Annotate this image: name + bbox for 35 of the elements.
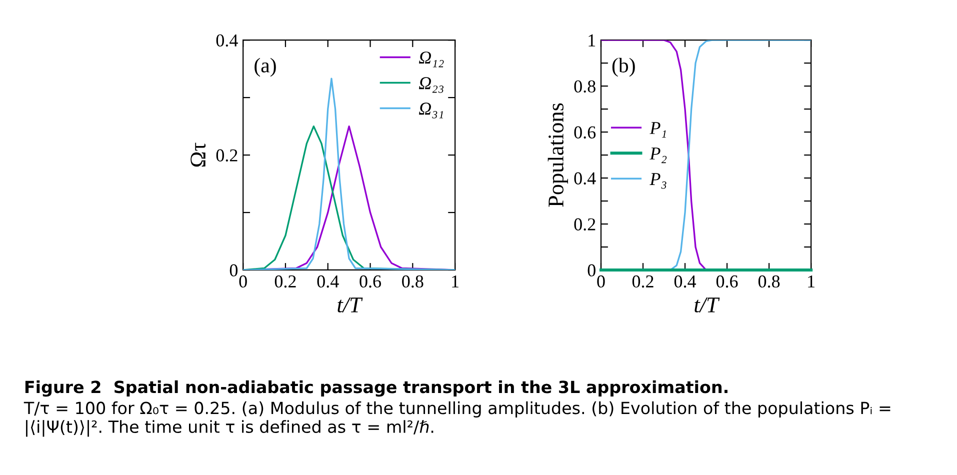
legend-label: P₂ [650, 148, 667, 164]
x-tick-label: 0.4 [674, 275, 696, 288]
x-tick-label: 0 [597, 275, 605, 288]
y-tick-label: 1 [588, 34, 596, 46]
annotation: (b) [612, 58, 635, 77]
x-tick-label: 0.6 [360, 275, 382, 288]
x-tick-label: 0.2 [274, 275, 296, 288]
y-tick-label: 0.6 [574, 126, 596, 139]
x-tick-label: 1 [808, 275, 814, 288]
x-tick-label: 0.6 [716, 275, 738, 288]
legend-label: Ω₃₁ [419, 102, 444, 118]
annotation: (a) [254, 58, 276, 77]
legend-label: P₁ [650, 122, 666, 138]
y-tick-label: 0.2 [216, 149, 238, 162]
y-axis-title: Populations [548, 103, 568, 207]
legend-label: Ω₂₃ [419, 77, 444, 93]
y-tick-label: 0 [588, 264, 596, 276]
y-tick-label: 0.4 [216, 34, 238, 47]
y-tick-label: 0.2 [574, 218, 596, 231]
y-tick-label: 0 [230, 264, 238, 276]
y-tick-label: 0.4 [574, 172, 596, 185]
x-tick-label: 0 [239, 275, 247, 288]
y-tick-label: 0.8 [574, 80, 596, 93]
x-axis-title: t/T [694, 298, 720, 312]
x-tick-label: 0.8 [758, 275, 780, 288]
x-tick-label: 0.8 [402, 275, 424, 288]
x-tick-label: 0.4 [317, 275, 339, 288]
legend-label: Ω₁₂ [419, 52, 444, 68]
legend-label: P₃ [650, 173, 666, 189]
x-tick-label: 1 [452, 275, 458, 288]
x-axis-title: t/T [338, 298, 363, 312]
text: T/τ = 100 for Ω₀τ = 0.25. (a) Modulus of the tunnelling amplitudes. (b) Evolution of the populations Pᵢ = |⟨i|Ψ(t)⟩|². The time unit τ is defined as τ = ml²/ℏ. [24, 401, 890, 437]
caption: Figure 2 Spatial non-adiabatic passage transport in the 3L approximation. [25, 380, 728, 397]
y-axis-title: Ωτ [190, 142, 206, 167]
x-tick-label: 0.2 [632, 275, 654, 288]
